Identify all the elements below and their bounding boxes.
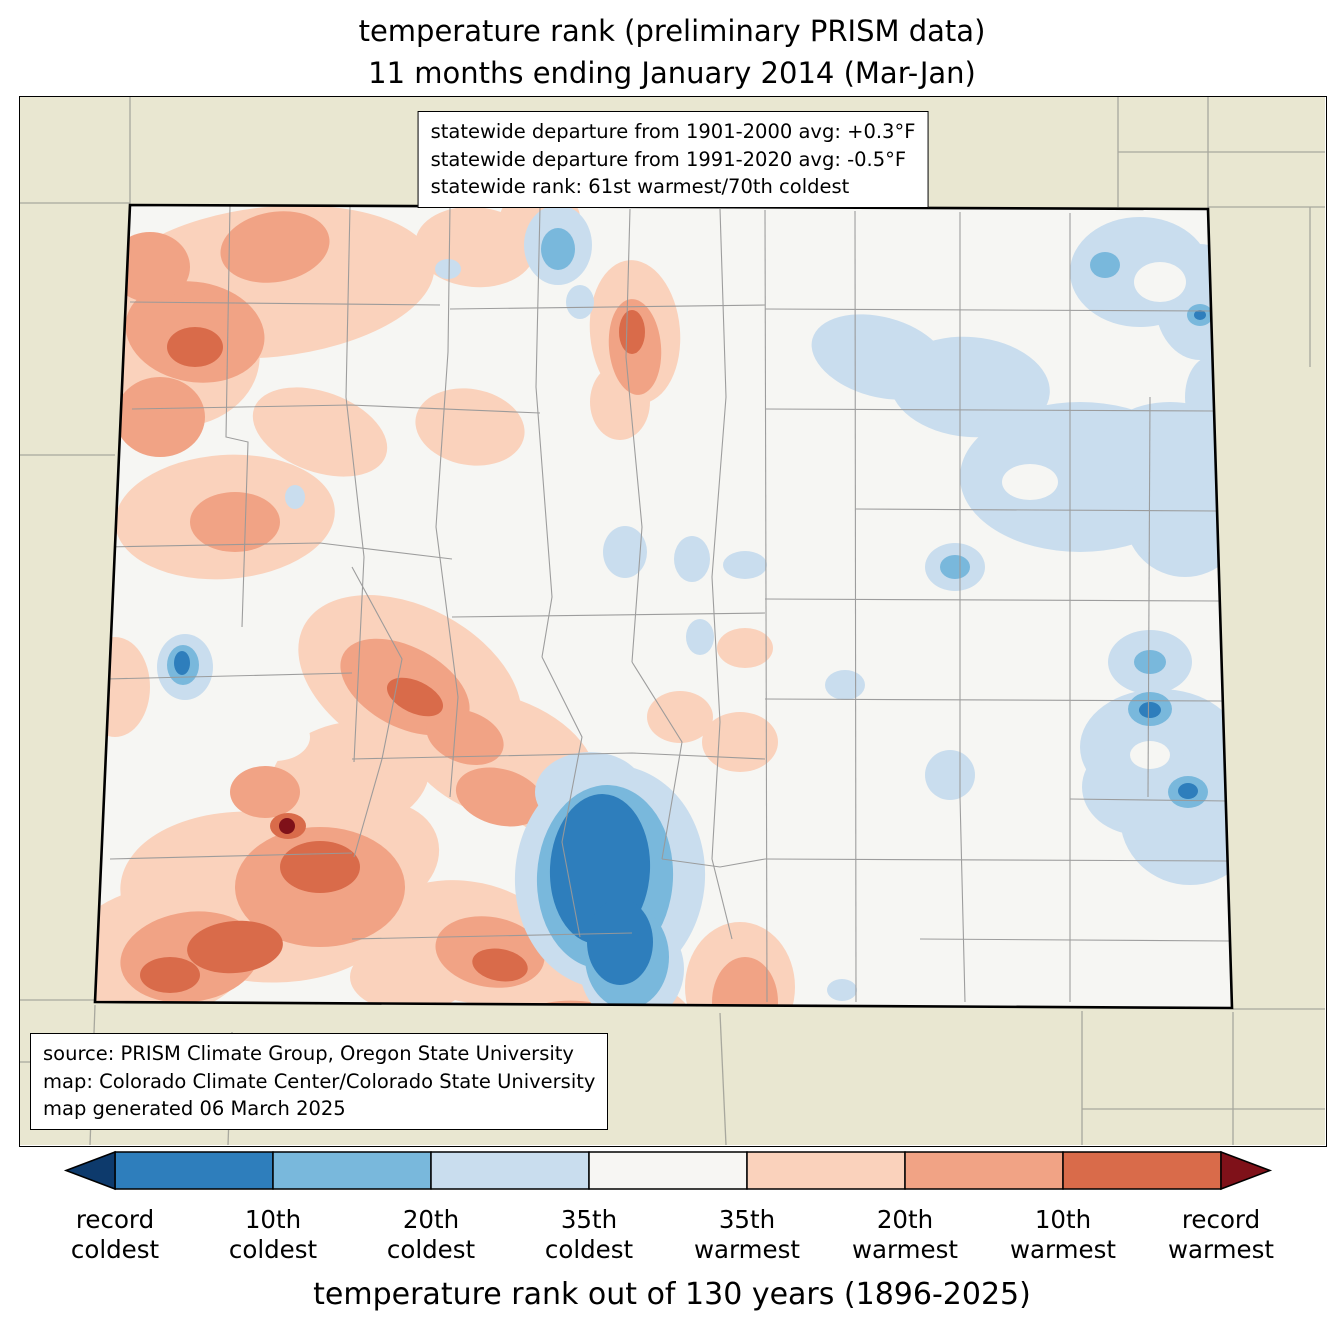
colorbar-svg	[63, 1151, 1273, 1191]
colorbar-label: 35th coldest	[544, 1205, 634, 1264]
colorbar-segment	[904, 1151, 1064, 1190]
colorbar-label: 10th coldest	[228, 1205, 318, 1264]
source-line-3: map generated 06 March 2025	[43, 1097, 346, 1121]
statewide-stats-box: statewide departure from 1901-2000 avg: …	[417, 111, 929, 209]
colorbar-segment	[272, 1151, 432, 1190]
page-title: temperature rank (preliminary PRISM data…	[0, 0, 1344, 94]
colorado-map	[20, 97, 1325, 1146]
record-warm-spot	[279, 818, 295, 835]
colorbar-segment	[746, 1151, 906, 1190]
colorbar-label: 20th warmest	[851, 1205, 959, 1264]
source-attribution-box: source: PRISM Climate Group, Oregon Stat…	[30, 1033, 609, 1131]
colorbar-segment	[430, 1151, 590, 1190]
colorbar-arrow-left	[63, 1151, 116, 1191]
colorbar-label: record coldest	[70, 1205, 160, 1264]
colorbar-legend: record coldest 10th coldest 20th coldest 35…	[0, 1147, 1344, 1333]
source-line-2: map: Colorado Climate Center/Colorado St…	[43, 1069, 596, 1093]
colorbar-arrow-right	[1220, 1151, 1273, 1191]
warm-anomaly-regions	[95, 205, 795, 1009]
page-title-line1: temperature rank (preliminary PRISM data…	[358, 14, 986, 48]
cool-anomaly-regions	[157, 205, 1232, 1009]
colorbar-segment	[114, 1151, 274, 1190]
colorbar-label: 10th warmest	[1009, 1205, 1117, 1264]
colorbar-segment	[1062, 1151, 1222, 1190]
map-frame: statewide departure from 1901-2000 avg: …	[19, 96, 1327, 1148]
colorbar-label: record warmest	[1167, 1205, 1275, 1264]
source-line-1: source: PRISM Climate Group, Oregon Stat…	[43, 1042, 574, 1066]
stats-line-1: statewide departure from 1901-2000 avg: …	[430, 120, 916, 144]
colorbar-segment	[588, 1151, 748, 1190]
colorbar-title: temperature rank out of 130 years (1896-…	[313, 1277, 1031, 1313]
colorbar-labels: record coldest 10th coldest 20th coldest 35…	[0, 1205, 1344, 1273]
colorbar-label: 35th warmest	[693, 1205, 801, 1264]
stats-line-2: statewide departure from 1991-2020 avg: …	[430, 147, 907, 171]
colorbar-label: 20th coldest	[386, 1205, 476, 1264]
stats-line-3: statewide rank: 61st warmest/70th coldes…	[430, 175, 850, 199]
county-lines	[103, 205, 1232, 1003]
page-title-line2: 11 months ending January 2014 (Mar-Jan)	[368, 56, 976, 91]
